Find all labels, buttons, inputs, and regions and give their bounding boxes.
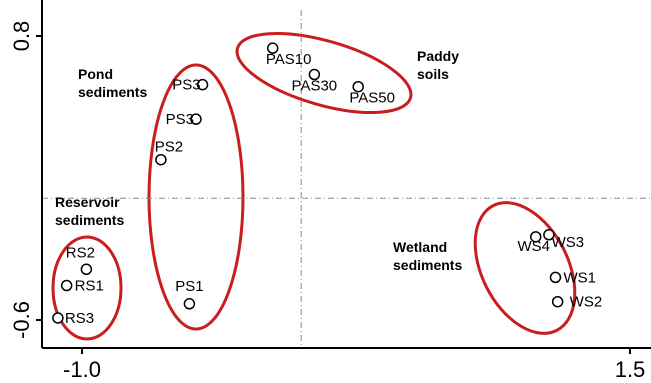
group-label: sediments	[55, 212, 124, 228]
group-label: Pond	[78, 66, 113, 82]
data-point-label: WS3	[552, 234, 585, 251]
data-point-label: WS1	[563, 269, 596, 286]
group-label: sediments	[78, 84, 147, 100]
data-point-label: WS4	[517, 238, 550, 255]
data-point-label: PAS10	[266, 51, 312, 68]
x-tick-label: -1.0	[63, 357, 101, 382]
data-point-label: WS2	[570, 294, 603, 311]
group-ellipse	[473, 201, 577, 335]
group-ellipse	[51, 235, 123, 341]
group-label: Wetland	[393, 239, 447, 255]
group-ellipse	[235, 31, 413, 115]
group-label: Paddy	[417, 48, 459, 64]
data-point-marker	[529, 231, 542, 243]
data-point-marker	[543, 229, 555, 241]
group-ellipse	[147, 63, 245, 331]
data-point-marker	[52, 312, 64, 324]
group-label: soils	[417, 66, 449, 82]
group-labels: Paddy soils Pond sediments Reservoir sediment…	[55, 48, 462, 273]
axes	[36, 0, 651, 354]
data-point-marker	[183, 298, 196, 310]
y-tick-label: 0.8	[9, 21, 34, 52]
group-label: sediments	[393, 257, 462, 273]
reference-lines	[42, 10, 651, 348]
data-point-marker	[196, 78, 209, 91]
data-point-label: RS1	[75, 278, 104, 295]
data-point-marker	[549, 271, 562, 284]
data-point-marker	[352, 80, 364, 93]
data-point-label: RS3	[65, 310, 94, 327]
tick-labels: -1.0 1.5 0.8 -0.6	[9, 21, 645, 382]
y-tick-label: -0.6	[9, 301, 34, 339]
group-ellipses	[51, 31, 577, 341]
data-point-label: PS1	[175, 278, 203, 295]
data-point-label: PS2	[155, 139, 183, 156]
data-point-marker	[155, 153, 167, 166]
data-point-marker	[308, 68, 321, 81]
data-point-label: PAS50	[349, 90, 395, 107]
data-point-label: PS3	[166, 111, 194, 128]
data-point-marker	[190, 113, 202, 125]
data-point-marker	[266, 42, 279, 54]
data-point-marker	[80, 263, 93, 276]
group-label: Reservoir	[55, 194, 120, 210]
data-point-label: PAS30	[292, 78, 338, 95]
data-point-label: RS2	[66, 244, 95, 261]
data-point-label: PS3	[172, 77, 200, 94]
x-tick-label: 1.5	[615, 357, 646, 382]
data-point-marker	[60, 279, 73, 292]
data-point-marker	[551, 295, 564, 308]
